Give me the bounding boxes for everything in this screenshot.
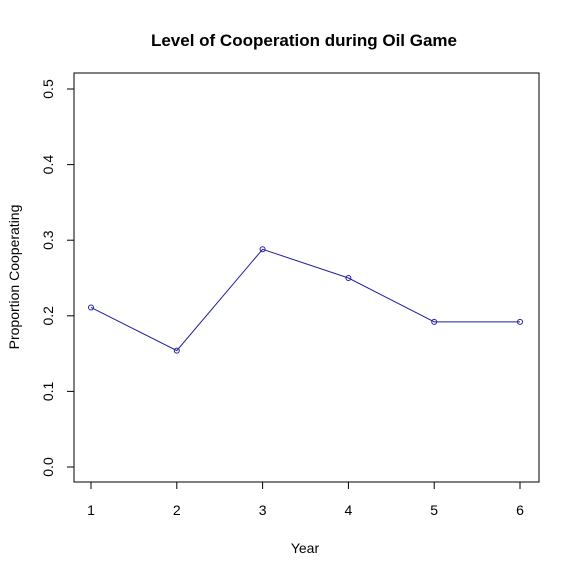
x-axis: 1 2 3 4 5 6 <box>87 482 524 518</box>
y-axis: 0.0 0.1 0.2 0.3 0.4 0.5 <box>40 79 74 477</box>
data-point <box>259 246 266 253</box>
x-tick-label: 5 <box>430 502 438 518</box>
series-line <box>90 248 520 352</box>
x-axis-label: Year <box>291 540 320 556</box>
data-point <box>88 304 94 311</box>
y-tick-label: 0.5 <box>40 79 56 99</box>
x-tick-label: 2 <box>173 502 181 518</box>
data-point <box>345 275 352 281</box>
data-point <box>173 347 180 354</box>
chart-title: Level of Cooperation during Oil Game <box>151 31 457 50</box>
x-tick-label: 6 <box>516 502 524 518</box>
y-tick-label: 0.0 <box>40 457 56 477</box>
y-tick-label: 0.1 <box>40 381 56 401</box>
series-group <box>88 246 523 354</box>
y-tick-label: 0.2 <box>40 306 56 326</box>
y-axis-label: Proportion Cooperating <box>6 205 22 350</box>
data-point <box>431 318 438 325</box>
y-tick-label: 0.4 <box>40 155 56 175</box>
x-tick-label: 1 <box>87 502 95 518</box>
x-tick-label: 4 <box>345 502 353 518</box>
plot-frame <box>73 72 540 483</box>
data-point <box>517 318 523 325</box>
x-tick-label: 3 <box>259 502 267 518</box>
y-tick-label: 0.3 <box>40 230 56 250</box>
